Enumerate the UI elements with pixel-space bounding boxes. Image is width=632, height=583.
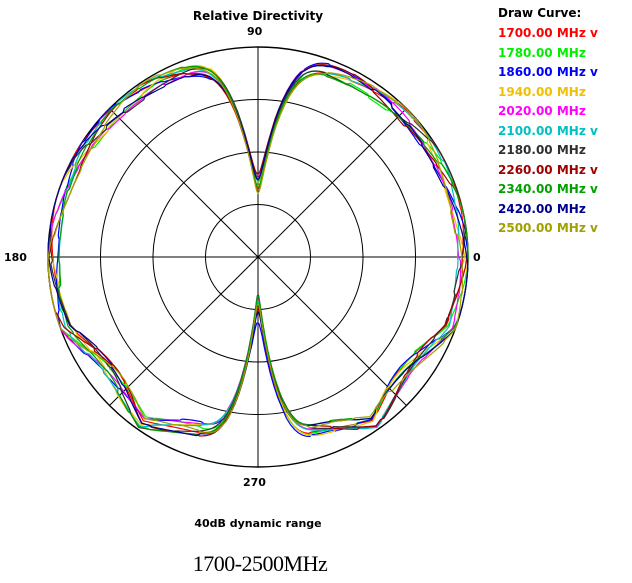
- legend: Draw Curve: 1700.00 MHz v 1780.00 MHz 1860…: [498, 6, 598, 239]
- curve-2: [56, 62, 469, 438]
- legend-item-3[interactable]: 1940.00 MHz: [498, 84, 586, 99]
- angle-label-0: 0: [473, 251, 481, 264]
- legend-item-5[interactable]: 2100.00 MHz v: [498, 123, 598, 138]
- angle-label-270: 270: [243, 476, 266, 489]
- legend-title: Draw Curve:: [498, 6, 582, 20]
- legend-item-10[interactable]: 2500.00 MHz v: [498, 221, 598, 235]
- legend-item-9[interactable]: 2420.00 MHz: [498, 201, 586, 216]
- legend-item-4[interactable]: 2020.00 MHz: [498, 104, 586, 118]
- chart-title: Relative Directivity: [192, 9, 324, 23]
- legend-item-2[interactable]: 1860.00 MHz v: [498, 65, 598, 79]
- legend-item-8[interactable]: 2340.00 MHz v: [498, 182, 598, 196]
- curve-8: [58, 65, 469, 435]
- legend-item-6[interactable]: 2180.00 MHz: [498, 143, 586, 157]
- legend-item-1[interactable]: 1780.00 MHz: [498, 45, 586, 60]
- angle-label-90: 90: [247, 25, 263, 38]
- legend-item-7[interactable]: 2260.00 MHz v: [498, 162, 598, 177]
- curve-10: [47, 67, 464, 434]
- dynamic-range-note: 40dB dynamic range: [194, 517, 322, 530]
- angle-label-180: 180: [4, 251, 27, 264]
- grid-spoke-135: [109, 108, 407, 406]
- band-label: 1700-2500MHz: [192, 551, 328, 576]
- legend-item-0[interactable]: 1700.00 MHz v: [498, 26, 598, 40]
